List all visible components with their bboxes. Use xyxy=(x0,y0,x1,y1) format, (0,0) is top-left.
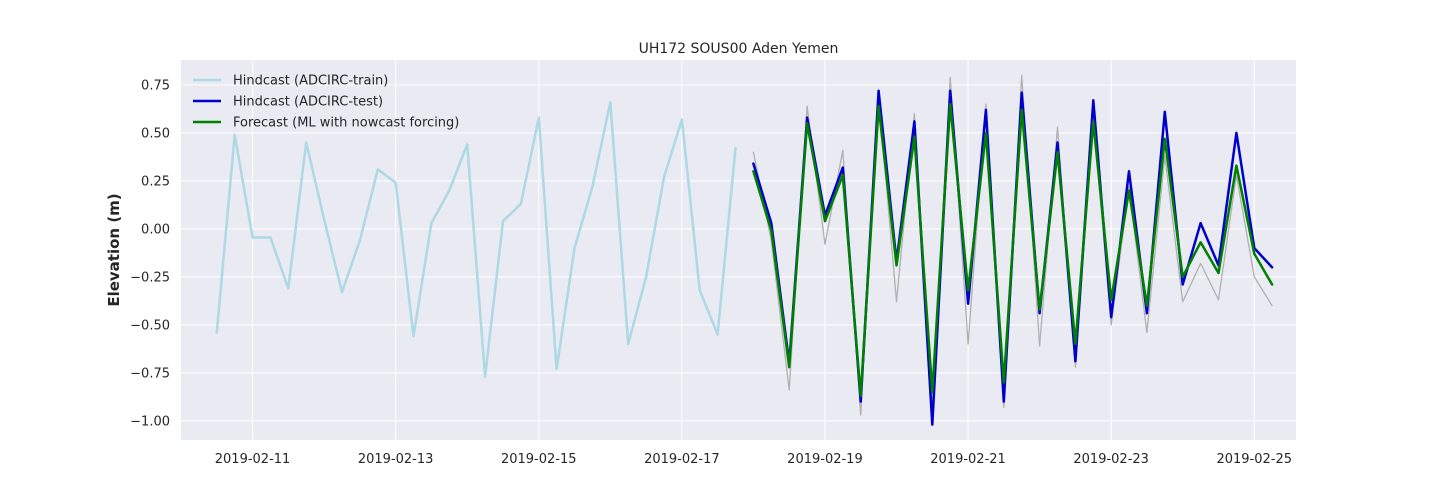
y-tick-label: −0.50 xyxy=(130,318,170,333)
x-tick-label: 2019-02-11 xyxy=(215,452,291,467)
chart-title: UH172 SOUS00 Aden Yemen xyxy=(639,41,839,57)
y-tick-label: −0.75 xyxy=(130,366,170,381)
y-tick-label: −1.00 xyxy=(130,414,170,429)
legend-item: Hindcast (ADCIRC-test) xyxy=(193,95,383,110)
x-tick-label: 2019-02-21 xyxy=(930,452,1006,467)
x-axis: 2019-02-11 2019-02-13 2019-02-15 2019-02-17… xyxy=(215,452,1292,467)
x-tick-label: 2019-02-25 xyxy=(1216,452,1292,467)
legend-label: Hindcast (ADCIRC-train) xyxy=(233,74,388,89)
y-tick-label: 0.00 xyxy=(141,222,170,237)
legend-item: Hindcast (ADCIRC-train) xyxy=(193,74,388,89)
y-tick-label: 0.75 xyxy=(141,78,170,93)
legend-item: Forecast (ML with nowcast forcing) xyxy=(193,116,459,131)
y-tick-label: 0.50 xyxy=(141,126,170,141)
y-tick-label: −0.25 xyxy=(130,270,170,285)
legend-label: Forecast (ML with nowcast forcing) xyxy=(233,116,459,131)
plot-area xyxy=(181,60,1296,440)
legend-label: Hindcast (ADCIRC-test) xyxy=(233,95,383,110)
y-axis: 0.75 0.50 0.25 0.00 −0.25 −0.50 −0.75 −1.00 xyxy=(130,78,170,429)
x-tick-label: 2019-02-13 xyxy=(358,452,434,467)
x-tick-label: 2019-02-23 xyxy=(1073,452,1149,467)
series-line-forecast-ml-with-nowcast-forcing xyxy=(752,102,1274,398)
y-tick-label: 0.25 xyxy=(141,174,170,189)
x-tick-label: 2019-02-19 xyxy=(787,452,863,467)
x-tick-label: 2019-02-15 xyxy=(501,452,577,467)
series-line-hindcast-adcirc-train xyxy=(215,100,737,378)
x-tick-label: 2019-02-17 xyxy=(644,452,720,467)
legend: Hindcast (ADCIRC-train) Hindcast (ADCIRC-… xyxy=(193,74,459,131)
series-layer xyxy=(215,74,1274,426)
y-axis-label: Elevation (m) xyxy=(105,193,123,306)
